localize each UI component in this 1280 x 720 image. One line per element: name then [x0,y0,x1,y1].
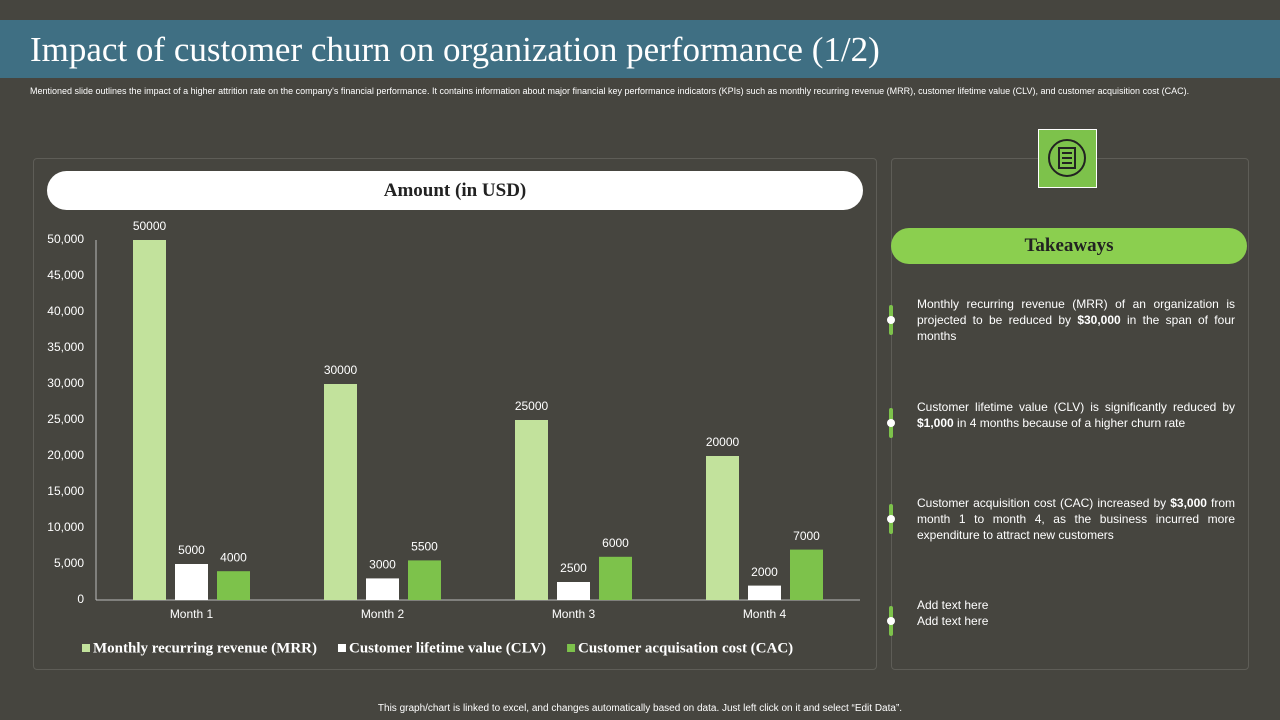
x-tick-label: Month 2 [361,607,405,621]
bar [408,560,441,600]
legend-label: Customer lifetime value (CLV) [349,640,546,656]
takeaway-text: Customer lifetime value (CLV) is signifi… [917,399,1235,431]
data-label: 4000 [220,550,247,564]
y-tick-label: 50,000 [47,232,84,246]
text-run: Add text here [917,598,989,612]
legend-swatch [337,644,346,652]
icon-graphic [1048,139,1086,177]
data-label: 5000 [178,543,205,557]
data-label: 20000 [706,435,740,449]
bar [133,240,166,600]
text-run: Monthly recurring revenue (MRR) of an or… [917,297,1235,327]
emphasis: $30,000 [1077,313,1121,327]
legend-label: Customer acquisation cost (CAC) [578,640,793,656]
takeaway-text: Customer acquisition cost (CAC) increase… [917,495,1235,543]
emphasis: $1,000 [917,416,954,430]
x-tick-label: Month 4 [743,607,787,621]
x-tick-label: Month 3 [552,607,596,621]
bar [557,582,590,600]
text-run: in the span of four months [917,313,1235,343]
footer-note: This graph/chart is linked to excel, and… [377,703,903,714]
y-tick-label: 30,000 [47,376,84,390]
slide-title: Impact of customer churn on organization… [30,30,880,69]
bar [706,456,739,600]
bar [790,549,823,600]
bar [324,384,357,600]
legend-swatch [82,644,90,652]
data-label: 7000 [793,529,820,543]
text-run: in 4 months because of a higher churn ra… [953,416,1186,430]
bar [175,564,208,600]
y-tick-label: 0 [77,592,84,606]
bullet-marker [887,408,895,438]
bar [217,571,250,600]
takeaway-text: Monthly recurring revenue (MRR) of an or… [917,296,1235,344]
y-tick-label: 25,000 [47,412,84,426]
legend-label: Monthly recurring revenue (MRR) [93,640,317,656]
data-label: 2000 [751,565,778,579]
bar [599,556,632,600]
x-tick-label: Month 1 [170,607,214,621]
bar [366,578,399,600]
data-label: 2500 [560,561,587,575]
takeaway-text: Add text here Add text here [917,597,1235,629]
data-label: 30000 [324,363,358,377]
bar [515,420,548,600]
y-tick-label: 40,000 [47,304,84,318]
data-label: 50000 [133,219,167,233]
data-label: 3000 [369,558,396,572]
text-run: from month 1 to month 4, as the business… [917,496,1235,542]
bar [748,585,781,600]
bullet-marker [887,504,895,534]
text-run: Add text here [917,614,989,628]
y-tick-label: 15,000 [47,484,84,498]
takeaways-title: Takeaways [891,228,1247,264]
slide-description: Mentioned slide outlines the impact of a… [30,86,1190,96]
y-tick-label: 10,000 [47,520,84,534]
emphasis: $3,000 [1170,496,1207,510]
chart-panel [33,158,877,670]
data-label: 6000 [602,536,629,550]
text-run: Customer acquisition cost (CAC) increase… [917,496,1171,510]
legend-swatch [567,644,576,652]
text-run: Customer lifetime value (CLV) is signifi… [917,400,1235,414]
y-tick-label: 45,000 [47,268,84,282]
y-tick-label: 20,000 [47,448,84,462]
bullet-marker [887,606,895,636]
y-tick-label: 35,000 [47,340,84,354]
chart-title: Amount (in USD) [47,171,863,210]
icon [1038,129,1097,188]
y-tick-label: 5,000 [54,556,84,570]
bullet-marker [887,305,895,335]
data-label: 25000 [515,399,549,413]
data-label: 5500 [411,540,438,554]
header-band [0,20,1280,78]
